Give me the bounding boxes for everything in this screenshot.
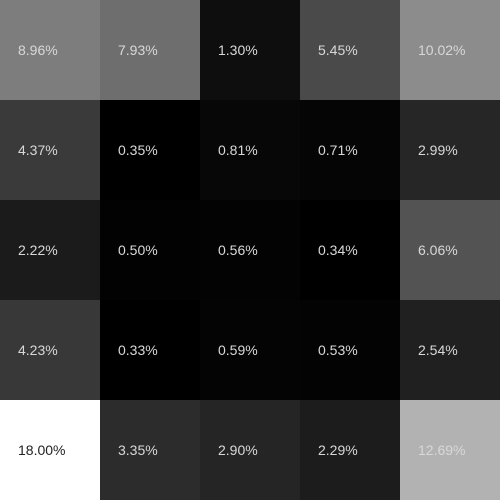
heatmap-value-label-r0-c4: 10.02% [418, 42, 465, 58]
heatmap-value-label-r3-c2: 0.59% [218, 342, 258, 358]
heatmap-cell-r0-c3 [300, 0, 400, 100]
heatmap-value-label-r2-c4: 6.06% [418, 242, 458, 258]
heatmap-value-label-r4-c0: 18.00% [18, 442, 65, 458]
heatmap-cell-r4-c1 [100, 400, 200, 500]
heatmap-cell-r2-c3 [300, 200, 400, 300]
heatmap-value-label-r1-c1: 0.35% [118, 142, 158, 158]
heatmap-value-label-r3-c0: 4.23% [18, 342, 58, 358]
heatmap-value-label-r2-c1: 0.50% [118, 242, 158, 258]
heatmap-value-label-r2-c2: 0.56% [218, 242, 258, 258]
heatmap-value-label-r1-c0: 4.37% [18, 142, 58, 158]
heatmap-value-label-r4-c1: 3.35% [118, 442, 158, 458]
heatmap-value-label-r4-c3: 2.29% [318, 442, 358, 458]
heatmap-cell-r3-c0 [0, 300, 100, 400]
heatmap-value-label-r0-c0: 8.96% [18, 42, 58, 58]
heatmap-value-label-r1-c3: 0.71% [318, 142, 358, 158]
heatmap-cell-r4-c2 [200, 400, 300, 500]
heatmap-cell-r4-c3 [300, 400, 400, 500]
heatmap-cell-r0-c0 [0, 0, 100, 100]
heatmap-cell-r2-c0 [0, 200, 100, 300]
heatmap-value-label-r3-c3: 0.53% [318, 342, 358, 358]
heatmap-cell-r1-c1 [100, 100, 200, 200]
heatmap-cell-r1-c3 [300, 100, 400, 200]
heatmap-value-label-r4-c2: 2.90% [218, 442, 258, 458]
heatmap-cell-r2-c1 [100, 200, 200, 300]
heatmap-value-label-r3-c4: 2.54% [418, 342, 458, 358]
heatmap-value-label-r1-c4: 2.99% [418, 142, 458, 158]
heatmap-cell-r0-c4 [400, 0, 500, 100]
heatmap-value-label-r2-c3: 0.34% [318, 242, 358, 258]
heatmap-value-label-r2-c0: 2.22% [18, 242, 58, 258]
heatmap-cell-r4-c0 [0, 400, 100, 500]
heatmap-value-label-r0-c1: 7.93% [118, 42, 158, 58]
heatmap-cell-r1-c2 [200, 100, 300, 200]
heatmap-cell-r0-c2 [200, 0, 300, 100]
heatmap-value-label-r4-c4: 12.69% [418, 442, 465, 458]
heatmap-cell-r3-c4 [400, 300, 500, 400]
heatmap-cell-r3-c2 [200, 300, 300, 400]
heatmap-cell-r2-c4 [400, 200, 500, 300]
heatmap-cell-r1-c4 [400, 100, 500, 200]
heatmap-value-label-r0-c2: 1.30% [218, 42, 258, 58]
heatmap-value-label-r1-c2: 0.81% [218, 142, 258, 158]
heatmap-labels: 8.96% 7.93% 1.30% 5.45% 10.02% 4.37% 0.35% 0.81… [18, 42, 465, 458]
heatmap-cell-r1-c0 [0, 100, 100, 200]
heatmap-value-label-r3-c1: 0.33% [118, 342, 158, 358]
heatmap-cell-r2-c2 [200, 200, 300, 300]
heatmap-cell-r3-c1 [100, 300, 200, 400]
heatmap-value-label-r0-c3: 5.45% [318, 42, 358, 58]
heatmap-cell-r0-c1 [100, 0, 200, 100]
heatmap-cell-r3-c3 [300, 300, 400, 400]
heatmap-cell-r4-c4 [400, 400, 500, 500]
